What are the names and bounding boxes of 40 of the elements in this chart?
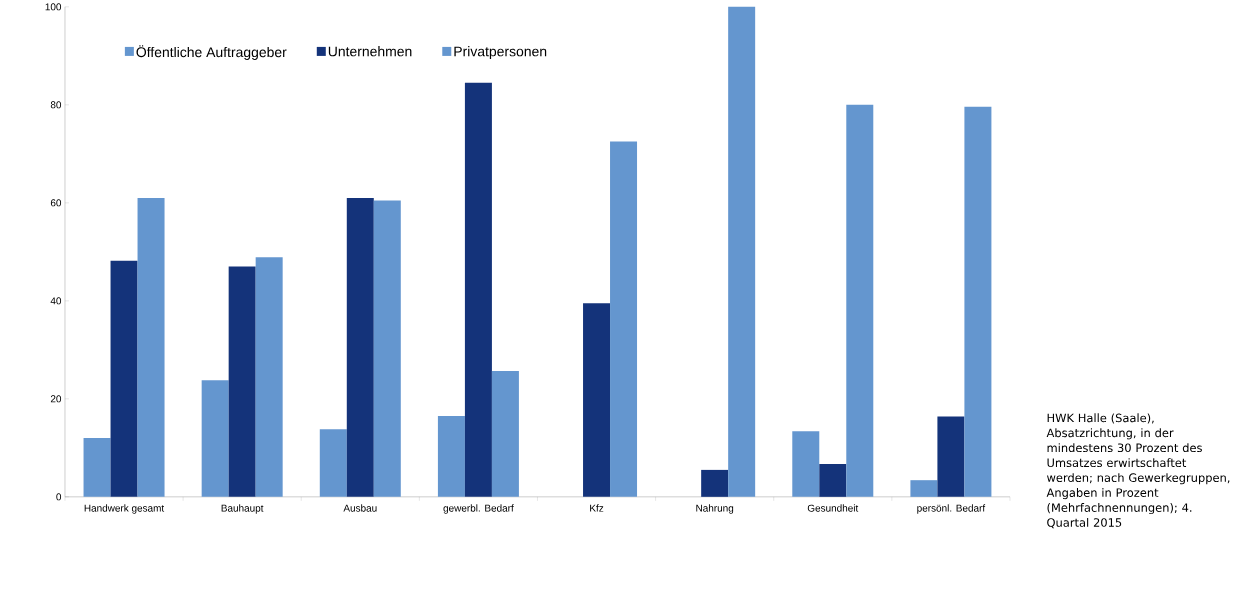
- x-tick-label: Kfz: [590, 504, 604, 512]
- bar: [83, 438, 111, 497]
- bar: [491, 370, 519, 497]
- y-tick-label: 40: [50, 297, 62, 305]
- bar: [792, 431, 820, 497]
- legend-label: Öffentliche Auftraggeber: [136, 45, 287, 60]
- y-tick-label: 60: [50, 199, 62, 207]
- bar: [610, 141, 638, 497]
- bar: [137, 198, 165, 497]
- bar: [373, 200, 401, 497]
- y-tick-label: 20: [50, 395, 62, 403]
- x-tick-label: Bauhaupt: [221, 504, 264, 514]
- x-tick-label: persönl. Bedarf: [917, 504, 986, 514]
- bar: [701, 469, 729, 497]
- bar: [228, 266, 256, 497]
- x-tick-label: Ausbau: [343, 504, 377, 512]
- bar: [583, 303, 611, 497]
- x-tick-label: gewerbl. Bedarf: [443, 504, 514, 514]
- bar: [846, 104, 874, 497]
- y-tick-label: 80: [50, 101, 62, 109]
- legend-label: Unternehmen: [328, 46, 412, 57]
- bar: [819, 464, 847, 497]
- x-tick-label: Nahrung: [696, 504, 734, 514]
- bar: [201, 380, 229, 497]
- x-tick-label: Gesundheit: [807, 504, 859, 512]
- bar: [437, 416, 465, 497]
- y-tick-label: 100: [45, 3, 62, 11]
- bar: [728, 6, 756, 497]
- bar: [910, 480, 938, 497]
- bar: [964, 106, 992, 497]
- x-tick-label: Handwerk gesamt: [84, 504, 165, 514]
- bar: [464, 82, 492, 497]
- y-tick-label: 0: [56, 493, 62, 501]
- legend-label: Privatpersonen: [454, 46, 547, 60]
- bar: [255, 257, 283, 497]
- bar: [319, 429, 347, 497]
- bar: [937, 416, 965, 497]
- text: HWK Halle (Saale), Absatzrichtung, in der mindestens 30 Prozent des Umsatzes erwirtschaftet werden; nach Gewerkegruppen, Angaben in Prozent (Mehrfachnennungen); 4. Quartal 2015: [1046, 413, 1230, 529]
- bar: [346, 198, 374, 497]
- bar: [110, 260, 138, 497]
